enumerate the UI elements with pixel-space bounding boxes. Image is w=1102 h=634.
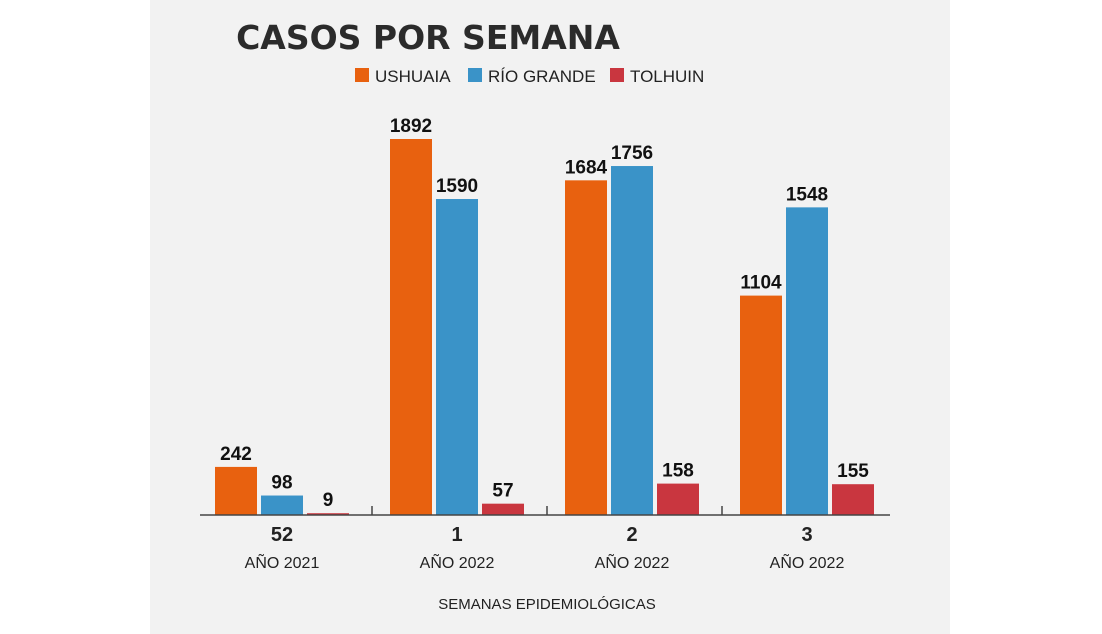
category-label-0: 52: [271, 524, 293, 546]
bar-ushuaia-52: [215, 466, 257, 515]
category-labels: 52 AÑO 2021 1 AÑO 2022 2 AÑO 2022 3 AÑO 2022: [245, 524, 845, 572]
legend-label-1: RÍO GRANDE: [488, 67, 596, 86]
bar-tolhuin-3: [832, 484, 874, 515]
legend-swatch-0: [355, 68, 369, 82]
value-label-0-3: 1104: [740, 273, 782, 294]
legend-swatch-1: [468, 68, 482, 82]
bar-tolhuin-52: [307, 513, 349, 515]
value-label-2-3: 155: [837, 461, 869, 482]
legend-swatch-2: [610, 68, 624, 82]
value-label-2-0: 9: [323, 490, 334, 511]
value-label-0-2: 1684: [565, 157, 608, 178]
legend-label-0: USHUAIA: [375, 67, 451, 86]
x-ticks: [371, 506, 723, 515]
value-label-1-3: 1548: [786, 184, 828, 205]
bar-ushuaia-3: [740, 295, 782, 515]
bar-rogrande-52: [261, 495, 303, 515]
legend: USHUAIA RÍO GRANDE TOLHUIN: [355, 67, 704, 86]
bar-tolhuin-2: [657, 483, 699, 515]
category-label-3: 3: [801, 524, 812, 546]
bar-ushuaia-1: [390, 139, 432, 515]
category-label-2: 2: [626, 524, 637, 546]
value-label-1-0: 98: [271, 473, 292, 494]
value-label-0-1: 1892: [390, 116, 432, 137]
chart-panel: CASOS POR SEMANA USHUAIA RÍO GRANDE TOLHUI…: [150, 0, 950, 634]
value-label-2-1: 57: [492, 481, 513, 502]
x-axis-label: SEMANAS EPIDEMIOLÓGICAS: [438, 596, 656, 613]
bar-rogrande-2: [611, 166, 653, 516]
bar-ushuaia-2: [565, 180, 607, 515]
bars-group: [215, 139, 874, 516]
bar-chart: CASOS POR SEMANA USHUAIA RÍO GRANDE TOLHUI…: [200, 18, 890, 613]
bar-rogrande-3: [786, 207, 828, 515]
bar-rogrande-1: [436, 199, 478, 515]
category-sublabel-3: AÑO 2022: [770, 552, 845, 572]
category-sublabel-2: AÑO 2022: [595, 552, 670, 572]
value-label-1-2: 1756: [611, 143, 653, 164]
category-sublabel-0: AÑO 2021: [245, 552, 320, 572]
category-label-1: 1: [451, 524, 462, 546]
value-label-2-2: 158: [662, 461, 694, 482]
chart-title: CASOS POR SEMANA: [236, 18, 620, 57]
legend-label-2: TOLHUIN: [630, 67, 704, 86]
bar-tolhuin-1: [482, 503, 524, 515]
category-sublabel-1: AÑO 2022: [420, 552, 495, 572]
value-label-0-0: 242: [220, 444, 252, 465]
value-label-1-1: 1590: [436, 176, 478, 197]
